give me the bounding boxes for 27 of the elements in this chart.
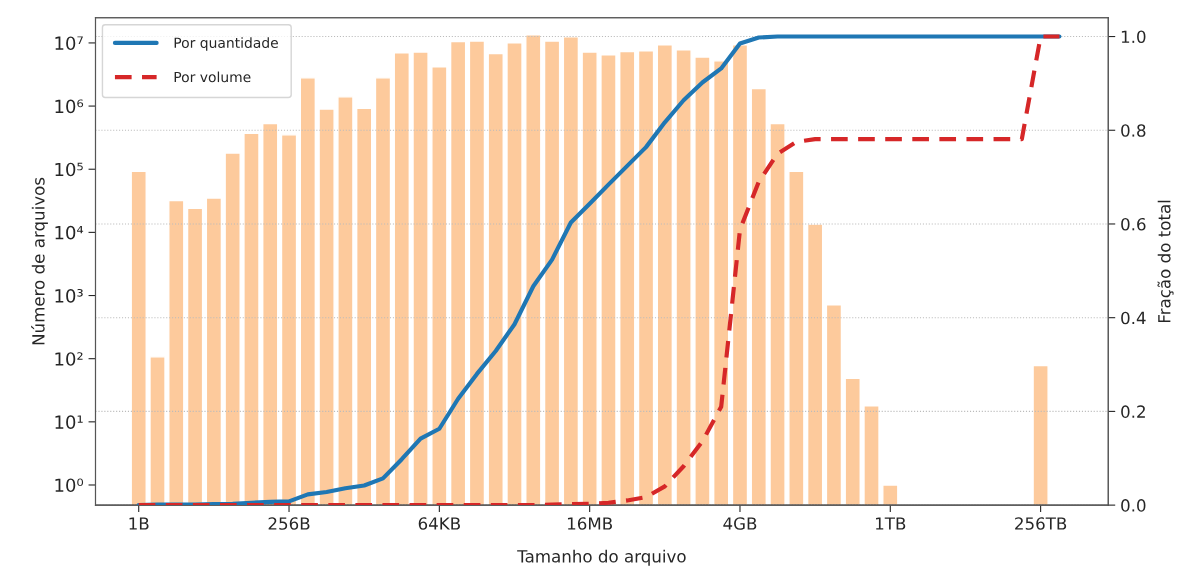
y2-tick-label: 1.0 (1121, 30, 1146, 44)
y-tick-label: 10⁷ (55, 36, 83, 51)
y-tick-label: 10⁴ (55, 225, 84, 240)
x-axis-title: Tamanho do arquivo (517, 549, 686, 566)
y-tick-label: 10⁶ (55, 99, 84, 114)
line-series (136, 34, 1062, 506)
y-axis-title: Número de arquivos (31, 177, 48, 345)
y2-tick-label: 0.0 (1121, 499, 1146, 512)
y2-tick-label: 0.6 (1121, 217, 1146, 231)
y2-tick-label: 0.2 (1121, 405, 1145, 418)
x-tick-label: 256B (268, 517, 310, 530)
x-tick-label: 1B (129, 517, 149, 530)
y-tick-label: 10² (55, 352, 83, 366)
y2-axis-title: Fração do total (1157, 200, 1174, 323)
x-tick-label: 64KB (418, 517, 460, 530)
legend-label: Por volume (174, 71, 251, 83)
y-tick-label: 10⁰ (55, 478, 84, 493)
x-tick-label: 4GB (723, 517, 757, 530)
legend-label: Por quantidade (174, 37, 278, 51)
y2-tick-label: 0.4 (1121, 311, 1146, 325)
x-tick-label: 16MB (567, 517, 612, 530)
x-tick-label: 256TB (1015, 517, 1067, 530)
y-tick-label: 10¹ (55, 415, 83, 429)
y2-tick-label: 0.8 (1121, 124, 1146, 137)
y-tick-label: 10⁵ (55, 162, 83, 177)
y-tick-label: 10³ (55, 288, 83, 303)
x-tick-label: 1TB (876, 517, 906, 530)
